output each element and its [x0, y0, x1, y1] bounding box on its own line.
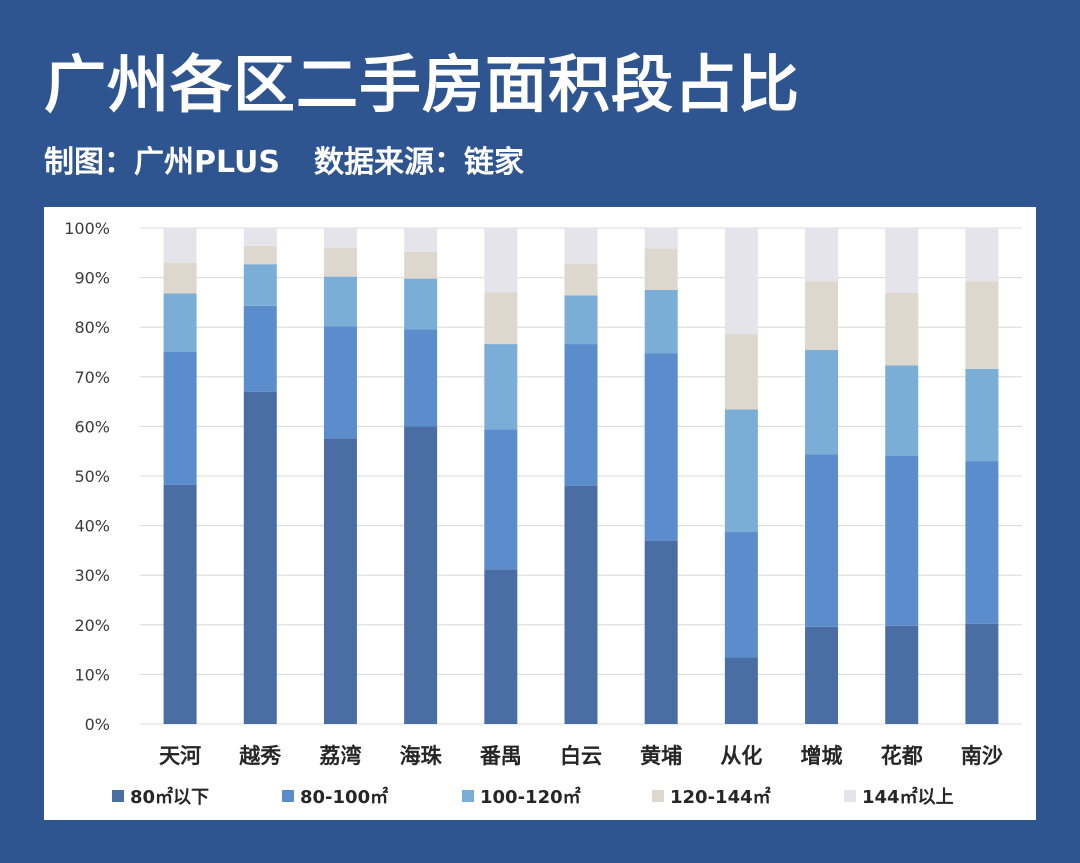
bar-segment — [885, 292, 919, 366]
x-category-label: 番禺 — [479, 744, 522, 768]
x-axis: 天河 越秀 荔湾 海珠 番禺 白云 黄埔 从化 增城 花都 南沙 — [159, 744, 1003, 768]
bar-segment — [965, 461, 999, 624]
legend-swatch — [844, 790, 856, 802]
x-category-label: 从化 — [720, 744, 762, 768]
bar-segment — [163, 352, 197, 485]
legend-swatch — [112, 790, 124, 802]
y-tick-label: 80% — [74, 318, 110, 337]
bar-segment — [484, 292, 518, 345]
bar-segment — [564, 228, 598, 264]
bar-segment — [163, 228, 197, 263]
bar-segment — [243, 391, 277, 724]
y-tick-label: 70% — [74, 368, 110, 387]
bar-segment — [965, 228, 999, 282]
bar-segment — [243, 305, 277, 392]
bar-segment — [564, 344, 598, 486]
bar-segment — [484, 228, 518, 293]
bar-segment — [404, 278, 438, 330]
y-axis: 0% 10% 20% 30% 40% 50% 60% 70% 80% 90% 100% — [64, 219, 110, 734]
legend-label: 144㎡以上 — [862, 786, 954, 808]
bar-segment — [243, 228, 277, 246]
legend-swatch — [282, 790, 294, 802]
bar-segment — [163, 262, 197, 294]
bar-segment — [965, 368, 999, 462]
bar-segment — [484, 344, 518, 430]
bar-segment — [404, 251, 438, 279]
y-tick-label: 20% — [74, 616, 110, 635]
bar-segment — [323, 276, 357, 327]
legend-swatch — [462, 790, 474, 802]
bar-segment — [805, 281, 839, 351]
legend-label: 100-120㎡ — [480, 786, 581, 808]
x-category-label: 天河 — [159, 744, 201, 768]
bar-segment — [243, 245, 277, 265]
bar-segment — [805, 626, 839, 724]
x-category-label: 花都 — [881, 744, 923, 768]
bar-segment — [323, 438, 357, 724]
bar-segment — [644, 248, 678, 290]
bar-segment — [484, 569, 518, 724]
legend: 80㎡以下 80-100㎡ 100-120㎡ 120-144㎡ 144㎡以上 — [112, 786, 954, 808]
bar-segment — [724, 334, 758, 410]
bar-segment — [724, 532, 758, 658]
stacked-bar-chart: 0% 10% 20% 30% 40% 50% 60% 70% 80% 90% 100% 天河 越秀 荔湾… — [64, 219, 1022, 808]
bar-segment — [965, 623, 999, 724]
bar-segment — [644, 228, 678, 249]
y-tick-label: 50% — [74, 467, 110, 486]
legend-label: 80㎡以下 — [130, 786, 209, 808]
bar-segment — [163, 484, 197, 724]
y-tick-label: 90% — [74, 269, 110, 288]
x-category-label: 海珠 — [400, 744, 443, 768]
x-category-label: 南沙 — [961, 744, 1003, 768]
y-tick-label: 60% — [74, 417, 110, 436]
bar-segment — [404, 426, 438, 724]
chart-subtitle: 制图：广州PLUS 数据来源：链家 — [44, 137, 524, 181]
bar-segment — [805, 350, 839, 455]
legend-label: 80-100㎡ — [300, 786, 388, 808]
bar-segment — [564, 263, 598, 296]
bar-segment — [805, 454, 839, 627]
bar-segment — [243, 264, 277, 306]
bar-segment — [965, 281, 999, 369]
bar-segment — [404, 228, 438, 252]
bar-segment — [323, 326, 357, 439]
bar-segment — [564, 485, 598, 724]
chart-panel: 0% 10% 20% 30% 40% 50% 60% 70% 80% 90% 100% 天河 越秀 荔湾… — [44, 207, 1036, 820]
bar-segment — [885, 365, 919, 456]
bar-segment — [885, 228, 919, 293]
chart-title: 广州各区二手房面积段占比 — [44, 48, 801, 121]
bar-segment — [885, 625, 919, 724]
x-category-label: 越秀 — [238, 744, 281, 768]
bar-segment — [644, 540, 678, 724]
bar-segment — [724, 657, 758, 724]
x-category-label: 荔湾 — [319, 744, 361, 768]
bar-segment — [484, 429, 518, 570]
bar-segment — [885, 455, 919, 626]
credit-maker: 制图：广州PLUS — [44, 145, 281, 180]
bar-segment — [323, 247, 357, 277]
y-tick-label: 30% — [74, 566, 110, 585]
credit-source: 数据来源：链家 — [314, 145, 525, 180]
bar-segment — [805, 228, 839, 282]
legend-swatch — [652, 790, 664, 802]
y-tick-label: 10% — [74, 665, 110, 684]
x-category-label: 增城 — [801, 744, 843, 768]
bar-segment — [323, 228, 357, 248]
legend-label: 120-144㎡ — [670, 786, 771, 808]
y-tick-label: 0% — [85, 715, 110, 734]
bar-segment — [163, 293, 197, 352]
y-tick-label: 100% — [64, 219, 110, 238]
bar-segment — [404, 329, 438, 427]
x-category-label: 黄埔 — [640, 744, 682, 768]
y-tick-label: 40% — [74, 517, 110, 536]
bar-segment — [644, 353, 678, 541]
bar-segment — [644, 290, 678, 354]
x-category-label: 白云 — [560, 744, 602, 768]
bars — [163, 228, 999, 724]
bar-segment — [724, 409, 758, 533]
bar-segment — [724, 228, 758, 335]
bar-segment — [564, 295, 598, 345]
